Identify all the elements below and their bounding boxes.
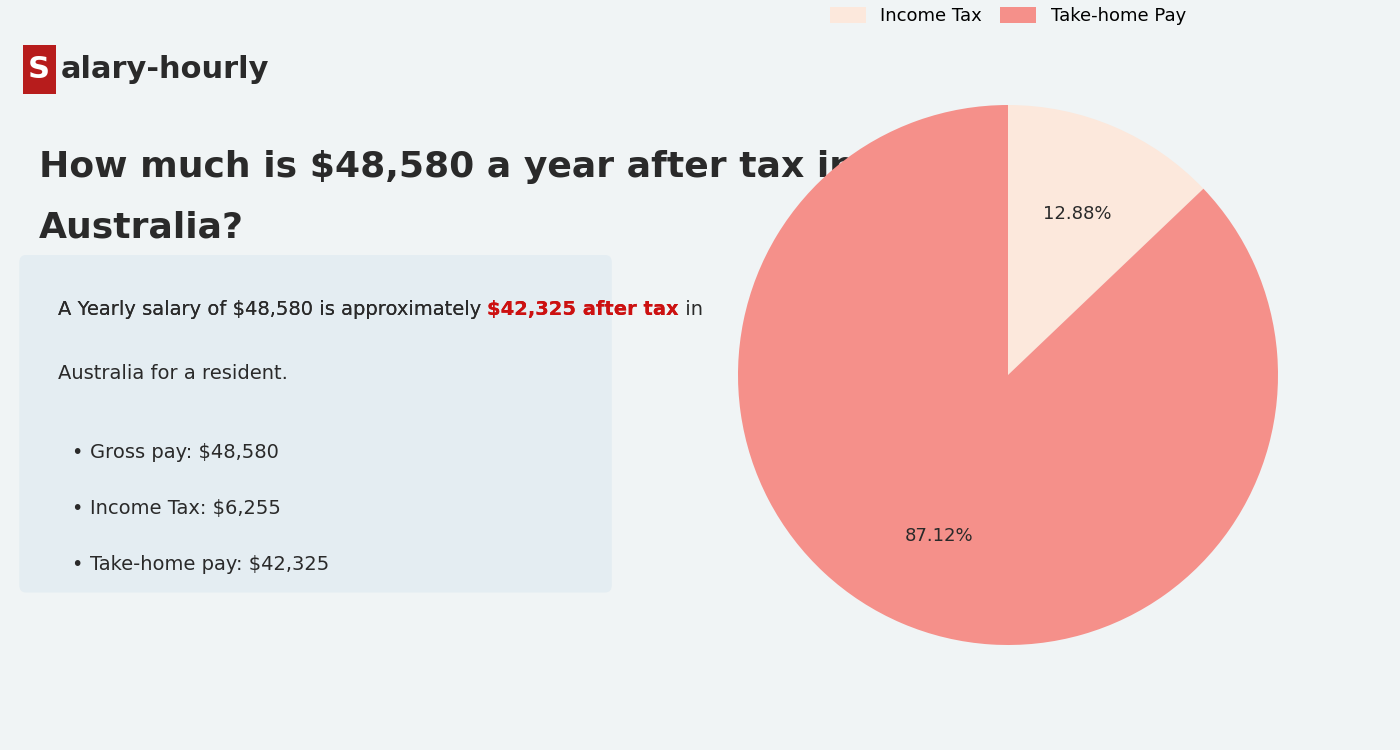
FancyBboxPatch shape xyxy=(20,255,612,592)
Wedge shape xyxy=(738,105,1278,645)
Text: S: S xyxy=(28,55,49,83)
Text: alary-hourly: alary-hourly xyxy=(62,55,270,83)
Text: A Yearly salary of $48,580 is approximately: A Yearly salary of $48,580 is approximat… xyxy=(57,300,487,319)
Text: Take-home pay: $42,325: Take-home pay: $42,325 xyxy=(90,555,329,574)
Text: A Yearly salary of $48,580 is approximately: A Yearly salary of $48,580 is approximat… xyxy=(57,300,487,319)
FancyBboxPatch shape xyxy=(22,45,56,94)
Text: 87.12%: 87.12% xyxy=(904,527,973,545)
Text: Australia for a resident.: Australia for a resident. xyxy=(57,364,288,382)
Text: $42,325 after tax: $42,325 after tax xyxy=(487,300,679,319)
Text: Gross pay: $48,580: Gross pay: $48,580 xyxy=(90,442,279,461)
Text: Income Tax: $6,255: Income Tax: $6,255 xyxy=(90,499,281,517)
Text: Australia?: Australia? xyxy=(39,210,244,244)
Text: •: • xyxy=(71,555,83,574)
Text: 12.88%: 12.88% xyxy=(1043,205,1112,223)
Legend: Income Tax, Take-home Pay: Income Tax, Take-home Pay xyxy=(823,0,1193,32)
Text: in: in xyxy=(679,300,703,319)
Text: •: • xyxy=(71,499,83,517)
Text: How much is $48,580 a year after tax in: How much is $48,580 a year after tax in xyxy=(39,150,854,184)
Text: $42,325 after tax: $42,325 after tax xyxy=(487,300,679,319)
Text: •: • xyxy=(71,442,83,461)
Wedge shape xyxy=(1008,105,1204,375)
